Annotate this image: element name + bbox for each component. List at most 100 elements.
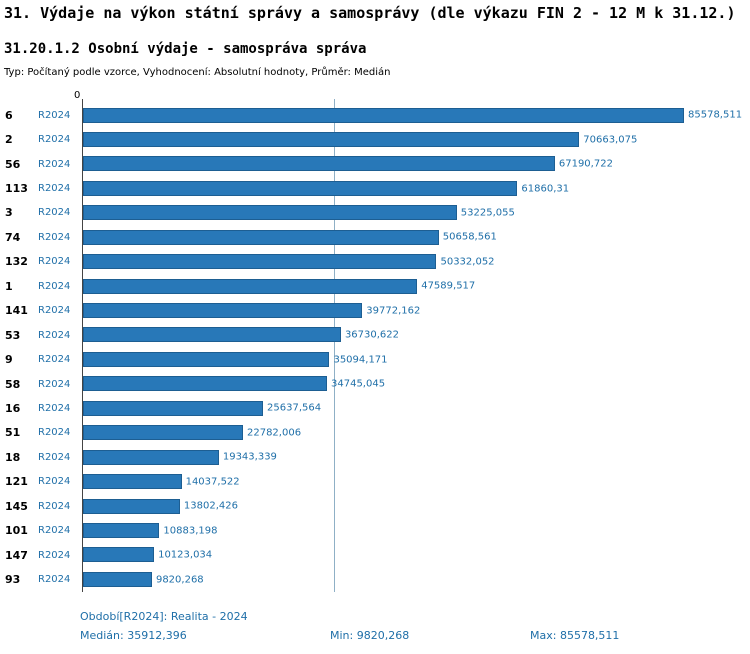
bar-value-label: 70663,075 bbox=[583, 134, 638, 146]
row-plot-area: 10123,034 bbox=[82, 543, 746, 567]
row-plot-area: 10883,198 bbox=[82, 518, 746, 542]
row-category-label: 141 bbox=[5, 304, 28, 318]
row-plot-area: 14037,522 bbox=[82, 470, 746, 494]
bar-value-label: 25637,564 bbox=[267, 402, 322, 414]
value-bar bbox=[83, 205, 457, 221]
chart-row: 121 R2024 14037,522 bbox=[0, 470, 746, 494]
chart-row: 101 R2024 10883,198 bbox=[0, 518, 746, 542]
row-series-label: R2024 bbox=[38, 354, 71, 366]
value-bar bbox=[83, 278, 418, 294]
bar-value-label: 85578,511 bbox=[688, 109, 743, 121]
value-bar bbox=[83, 229, 439, 245]
footer-min-stat: Min: 9820,268 bbox=[330, 629, 410, 642]
bar-value-label: 50332,052 bbox=[440, 256, 495, 268]
value-bar bbox=[83, 425, 243, 441]
value-bar bbox=[83, 474, 182, 490]
bar-value-label: 61860,31 bbox=[521, 183, 570, 195]
row-series-label: R2024 bbox=[38, 183, 71, 195]
chart-row: 113 R2024 61860,31 bbox=[0, 176, 746, 200]
row-category-label: 145 bbox=[5, 499, 28, 513]
row-category-label: 58 bbox=[5, 377, 21, 391]
row-category-label: 1 bbox=[5, 279, 13, 293]
bar-value-label: 19343,339 bbox=[222, 451, 277, 463]
bar-value-label: 50658,561 bbox=[442, 231, 497, 243]
row-series-label: R2024 bbox=[38, 574, 71, 586]
row-plot-area: 36730,622 bbox=[82, 323, 746, 347]
row-series-label: R2024 bbox=[38, 500, 71, 512]
bar-value-label: 22782,006 bbox=[246, 427, 302, 439]
report-subtitle: 31.20.1.2 Osobní výdaje - samospráva spr… bbox=[4, 41, 367, 57]
value-bar bbox=[83, 327, 341, 343]
row-plot-area: 39772,162 bbox=[82, 299, 746, 323]
row-series-label: R2024 bbox=[38, 402, 71, 414]
value-bar bbox=[83, 107, 684, 123]
value-bar bbox=[83, 547, 155, 563]
row-plot-area: 50658,561 bbox=[82, 225, 746, 249]
report-meta: Typ: Počítaný podle vzorce, Vyhodnocení:… bbox=[4, 67, 391, 78]
chart-row: 51 R2024 22782,006 bbox=[0, 421, 746, 445]
bar-value-label: 10123,034 bbox=[158, 549, 213, 561]
row-series-label: R2024 bbox=[38, 329, 71, 341]
row-plot-area: 67190,722 bbox=[82, 152, 746, 176]
row-series-label: R2024 bbox=[38, 256, 71, 268]
value-bar bbox=[83, 180, 518, 196]
footer-period-label: Období[R2024]: Realita - 2024 bbox=[80, 610, 248, 623]
value-bar bbox=[83, 303, 363, 318]
report-title: 31. Výdaje na výkon státní správy a samo… bbox=[4, 4, 736, 22]
median-line bbox=[334, 99, 336, 592]
value-bar bbox=[83, 156, 555, 172]
row-category-label: 9 bbox=[5, 353, 13, 367]
row-category-label: 16 bbox=[5, 401, 21, 415]
chart-row: 3 R2024 53225,055 bbox=[0, 201, 746, 225]
value-bar bbox=[83, 254, 437, 270]
chart-row: 132 R2024 50332,052 bbox=[0, 250, 746, 274]
row-series-label: R2024 bbox=[38, 427, 71, 439]
row-category-label: 147 bbox=[5, 548, 28, 562]
row-category-label: 74 bbox=[5, 230, 21, 244]
row-category-label: 3 bbox=[5, 206, 13, 220]
row-category-label: 121 bbox=[5, 475, 28, 489]
value-bar bbox=[83, 131, 580, 147]
row-plot-area: 47589,517 bbox=[82, 274, 746, 298]
row-category-label: 93 bbox=[5, 573, 21, 587]
row-series-label: R2024 bbox=[38, 158, 71, 170]
row-series-label: R2024 bbox=[38, 476, 71, 488]
row-plot-area: 22782,006 bbox=[82, 421, 746, 445]
bar-value-label: 39772,162 bbox=[366, 305, 421, 317]
row-plot-area: 85578,511 bbox=[82, 103, 746, 127]
chart-row: 2 R2024 70663,075 bbox=[0, 127, 746, 151]
chart-row: 141 R2024 39772,162 bbox=[0, 299, 746, 323]
value-bar bbox=[83, 571, 152, 587]
chart-row: 147 R2024 10123,034 bbox=[0, 543, 746, 567]
row-category-label: 2 bbox=[5, 133, 13, 147]
chart-row: 53 R2024 36730,622 bbox=[0, 323, 746, 347]
row-series-label: R2024 bbox=[38, 549, 71, 561]
value-bar bbox=[83, 351, 330, 367]
chart-rows: 6 R2024 85578,511 2 R2024 70663,075 56 R2024 671… bbox=[0, 103, 746, 592]
footer-median-stat: Medián: 35912,396 bbox=[80, 629, 187, 642]
y-axis-line bbox=[82, 99, 83, 592]
chart-row: 58 R2024 34745,045 bbox=[0, 372, 746, 396]
bar-value-label: 10883,198 bbox=[163, 525, 218, 537]
row-series-label: R2024 bbox=[38, 525, 71, 537]
chart-row: 93 R2024 9820,268 bbox=[0, 567, 746, 591]
bar-value-label: 67190,722 bbox=[558, 158, 613, 170]
row-plot-area: 70663,075 bbox=[82, 127, 746, 151]
row-category-label: 53 bbox=[5, 328, 21, 342]
row-plot-area: 34745,045 bbox=[82, 372, 746, 396]
footer-max-stat: Max: 85578,511 bbox=[530, 629, 620, 642]
bar-value-label: 14037,522 bbox=[185, 476, 240, 488]
row-plot-area: 35094,171 bbox=[82, 347, 746, 371]
chart-row: 9 R2024 35094,171 bbox=[0, 347, 746, 371]
value-bar bbox=[83, 498, 180, 514]
bar-value-label: 47589,517 bbox=[421, 280, 476, 292]
chart-row: 1 R2024 47589,517 bbox=[0, 274, 746, 298]
bar-value-label: 35094,171 bbox=[333, 354, 388, 366]
row-plot-area: 9820,268 bbox=[82, 567, 746, 591]
chart-row: 145 R2024 13802,426 bbox=[0, 494, 746, 518]
row-category-label: 18 bbox=[5, 450, 21, 464]
row-plot-area: 13802,426 bbox=[82, 494, 746, 518]
bar-value-label: 34745,045 bbox=[331, 378, 386, 390]
chart-row: 56 R2024 67190,722 bbox=[0, 152, 746, 176]
row-series-label: R2024 bbox=[38, 305, 71, 317]
